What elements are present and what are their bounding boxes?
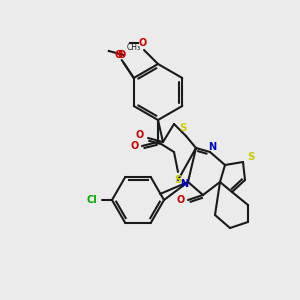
Text: O: O [177,195,185,205]
Text: O: O [118,50,126,60]
Text: S: S [247,152,255,162]
Text: O: O [115,50,123,60]
Text: Cl: Cl [87,195,98,205]
Text: S: S [179,123,187,133]
Text: N: N [208,142,216,152]
Text: CH₃: CH₃ [127,44,141,52]
Text: O: O [139,38,147,48]
Text: N: N [180,179,188,189]
Text: O: O [131,141,139,151]
Text: O: O [136,130,144,140]
Text: S: S [174,175,182,185]
